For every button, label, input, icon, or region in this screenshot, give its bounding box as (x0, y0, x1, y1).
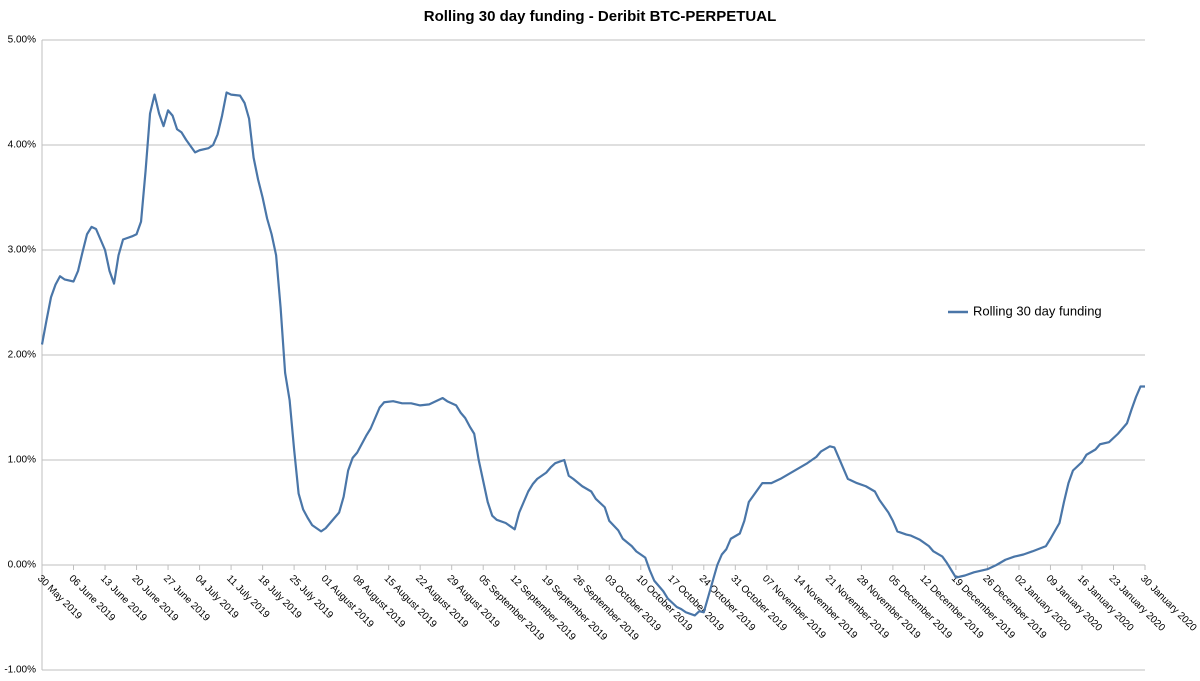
chart-title: Rolling 30 day funding - Deribit BTC-PER… (424, 8, 777, 25)
y-tick-label: 1.00% (8, 455, 36, 466)
x-tick-label: 09 January 2020 (1043, 573, 1104, 634)
x-tick-label: 03 October 2019 (602, 573, 663, 634)
data-line (40, 91, 1145, 617)
y-tick-label: -1.00% (4, 665, 36, 676)
x-tick-label: 10 October 2019 (634, 573, 695, 634)
x-tick-label: 31 October 2019 (728, 573, 789, 634)
y-tick-label: 0.00% (8, 560, 36, 571)
y-tick-label: 4.00% (8, 140, 36, 151)
x-tick-label: 23 January 2020 (1106, 573, 1167, 634)
legend-label: Rolling 30 day funding (973, 303, 1102, 318)
y-tick-label: 5.00% (8, 35, 36, 46)
y-tick-label: 3.00% (8, 245, 36, 256)
x-tick-label: 30 January 2020 (1138, 573, 1199, 634)
y-tick-label: 2.00% (8, 350, 36, 361)
x-tick-label: 16 January 2020 (1075, 573, 1136, 634)
x-tick-label: 02 January 2020 (1012, 573, 1073, 634)
